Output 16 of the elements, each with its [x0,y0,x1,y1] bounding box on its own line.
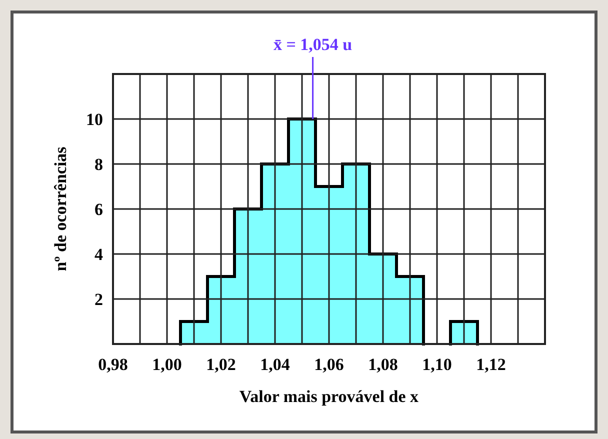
annotation: x̄ = 1,054 u [273,35,352,54]
x-axis-title: Valor mais provável de x [239,387,420,406]
x-tick-label: 1,12 [476,355,506,374]
y-axis-title: nº de ocorrências [51,146,70,272]
y-tick-label: 8 [94,154,103,174]
x-tick-label: 1,04 [260,355,290,374]
x-tick-label: 1,08 [368,355,398,374]
y-tick-label: 4 [94,244,104,264]
y-tick-label: 10 [86,110,103,129]
x-tick-label: 0,98 [98,355,128,374]
x-tick-label: 1,02 [206,355,236,374]
y-tick-label: 6 [94,200,103,219]
x-tick-label: 1,06 [314,355,344,374]
y-tick-label: 2 [94,290,103,309]
x-tick-label: 1,00 [152,355,182,374]
x-tick-label: 1,10 [422,355,452,374]
